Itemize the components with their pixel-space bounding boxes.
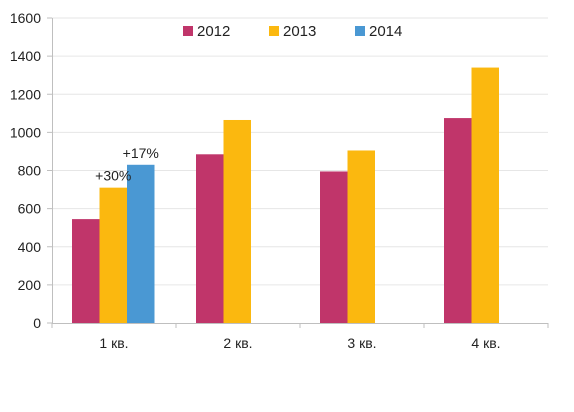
bar-annotation: +30% [95, 168, 131, 184]
bar-2012-4 [444, 118, 472, 323]
legend: 2012 2013 2014 [183, 23, 402, 40]
bar-2012-1 [72, 219, 100, 323]
y-tick-label: 200 [18, 277, 42, 293]
legend-label-2012: 2012 [197, 23, 230, 40]
y-tick-label: 0 [33, 315, 41, 331]
y-tick-label: 800 [18, 163, 42, 179]
bar-2014-1 [127, 164, 155, 323]
y-tick-label: 1000 [10, 124, 41, 140]
x-tick-label: 3 кв. [347, 335, 376, 351]
bar-2013-1 [99, 187, 127, 323]
bar-2013-4 [471, 67, 499, 323]
y-tick-label: 1200 [10, 86, 41, 102]
bars [72, 67, 499, 323]
bar-2013-3 [347, 150, 375, 323]
y-tick-label: 600 [18, 201, 42, 217]
legend-label-2013: 2013 [283, 23, 316, 40]
bar-annotation: +17% [123, 145, 159, 161]
legend-label-2014: 2014 [369, 23, 402, 40]
legend-swatch-2014 [355, 26, 365, 36]
bar-2012-2 [196, 154, 224, 323]
x-tick-label: 4 кв. [471, 335, 500, 351]
y-tick-label: 1400 [10, 48, 41, 64]
x-tick-label: 1 кв. [99, 335, 128, 351]
y-tick-label: 400 [18, 239, 42, 255]
legend-swatch-2012 [183, 26, 193, 36]
bar-2012-3 [320, 171, 348, 323]
y-tick-label: 1600 [10, 10, 41, 26]
annotations: +30% +17% [95, 145, 159, 184]
x-axis: 1 кв. 2 кв. 3 кв. 4 кв. [51, 323, 549, 351]
x-tick-label: 2 кв. [223, 335, 252, 351]
legend-swatch-2013 [269, 26, 279, 36]
y-axis: 0 200 400 600 800 1000 1200 1400 1600 [10, 10, 53, 331]
bar-2013-2 [223, 119, 251, 323]
